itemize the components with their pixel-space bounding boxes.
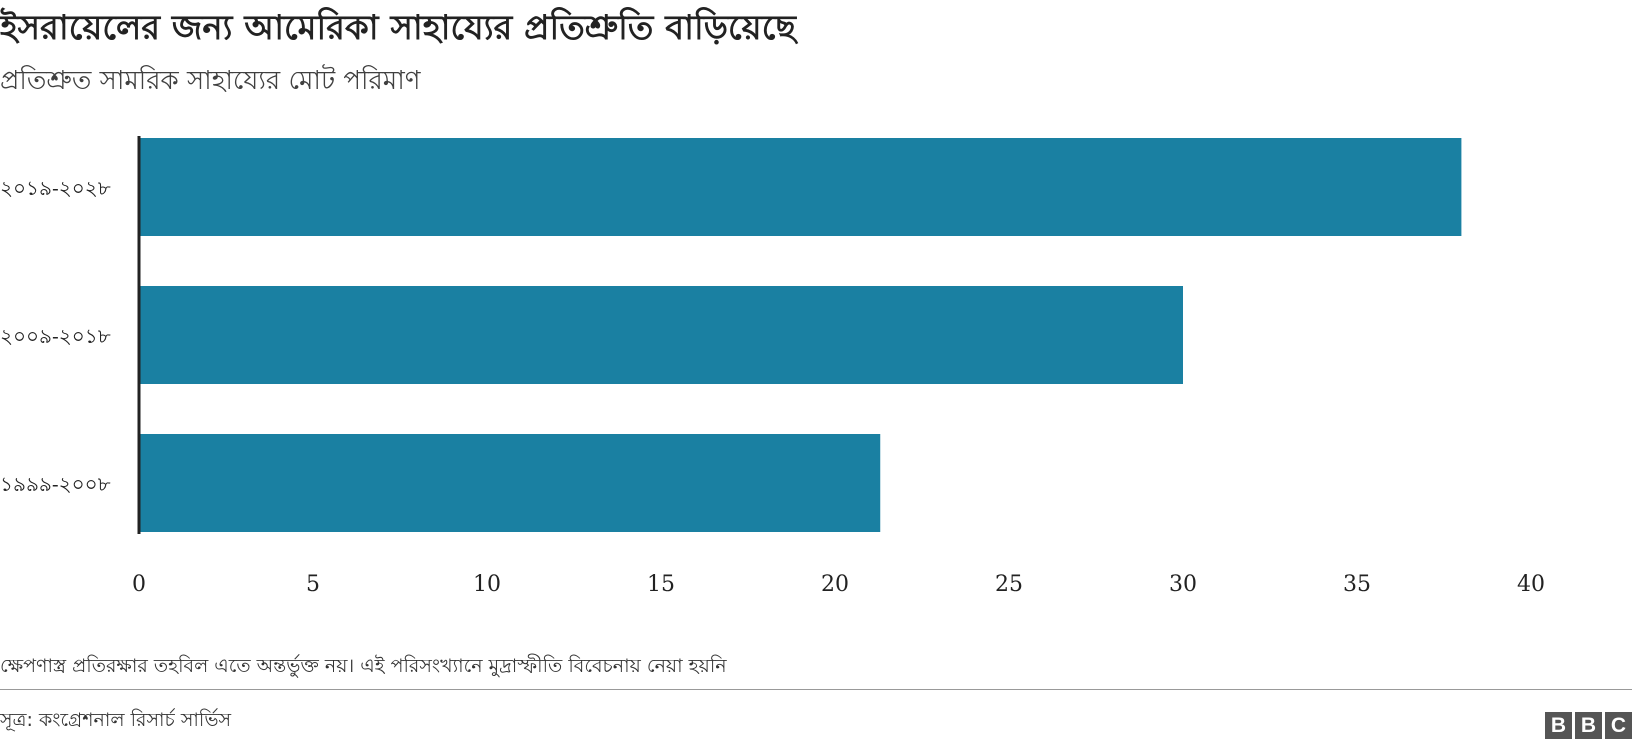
logo-letter-b1: B [1545,712,1572,739]
bar-2 [139,434,881,532]
x-tick-label-5: 25 [995,572,1023,597]
chart-subtitle: প্রতিশ্রুত সামরিক সাহায্যের মোট পরিমাণ [0,66,421,96]
x-tick-label-6: 30 [1169,572,1197,597]
x-tick-labels: 0 5 10 15 20 25 30 35 40 [132,572,1545,597]
bbc-logo: B B C [1545,712,1632,739]
category-labels: ২০১৯-২০২৮ ২০০৯-২০১৮ ১৯৯৯-২০০৮ [0,176,111,496]
x-tick-label-1: 5 [306,572,320,597]
x-tick-label-2: 10 [473,572,501,597]
bar-chart: ২০১৯-২০২৮ ২০০৯-২০১৮ ১৯৯৯-২০০৮ 0 5 10 15 20 25 30… [0,136,1545,597]
x-tick-label-8: 40 [1517,572,1545,597]
source-text: সূত্র: কংগ্রেশনাল রিসার্চ সার্ভিস [0,709,232,731]
footer-divider [0,689,1632,690]
x-tick-label-3: 15 [647,572,675,597]
category-label-2: ১৯৯৯-২০০৮ [0,472,111,496]
bar-1 [139,286,1183,384]
logo-letter-b2: B [1575,712,1602,739]
logo-letter-c: C [1605,712,1632,739]
chart-title: ইসরায়েলের জন্য আমেরিকা সাহায্যের প্রতিশ… [0,8,796,48]
x-tick-label-0: 0 [132,572,146,597]
category-label-1: ২০০৯-২০১৮ [0,324,111,348]
category-label-0: ২০১৯-২০২৮ [0,176,111,200]
x-tick-label-4: 20 [821,572,849,597]
bar-0 [139,138,1462,236]
footnote: ক্ষেপণাস্ত্র প্রতিরক্ষার তহবিল এতে অন্তর… [0,655,727,677]
x-tick-label-7: 35 [1343,572,1371,597]
bars-group [139,138,1462,532]
